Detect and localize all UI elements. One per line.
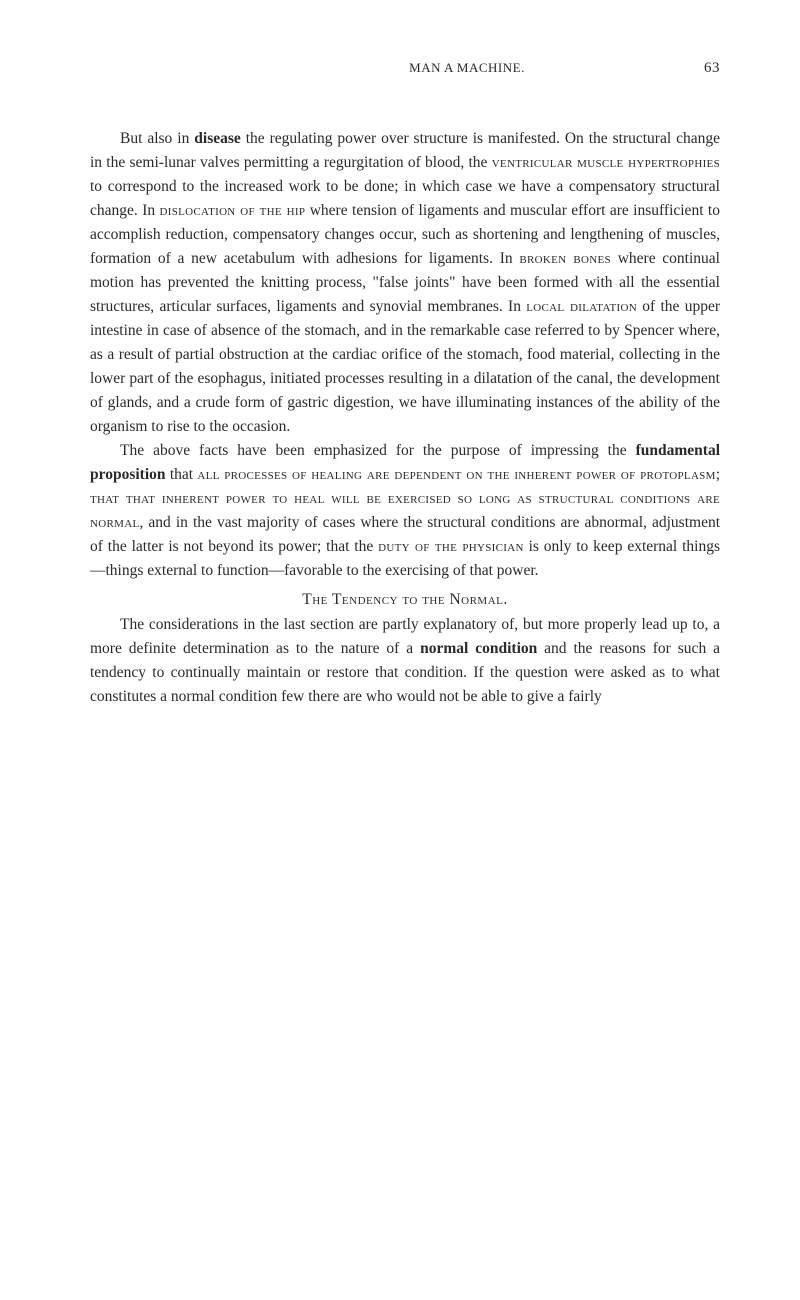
smallcaps-text: broken bones — [519, 250, 611, 267]
page-number: 63 — [704, 60, 720, 77]
smallcaps-text: ventricular muscle hypertrophies — [492, 154, 720, 171]
header-title: MAN A MACHINE. — [90, 60, 704, 77]
text-span: The above facts have been emphasized for… — [120, 442, 636, 459]
smallcaps-text: all processes of healing are dependent o… — [197, 466, 715, 483]
bold-text: normal condition — [420, 640, 537, 657]
paragraph-2: The above facts have been emphasized for… — [90, 439, 720, 583]
text-span: But also in — [120, 130, 194, 147]
paragraph-1: But also in disease the regulating power… — [90, 127, 720, 439]
text-span: ; — [716, 466, 720, 483]
text-span: of the upper intestine in case of absenc… — [90, 298, 720, 435]
smallcaps-text: dislocation of the hip — [160, 202, 306, 219]
smallcaps-text: local dilatation — [526, 298, 637, 315]
smallcaps-text: duty of the physician — [378, 538, 524, 555]
page-header: MAN A MACHINE. 63 — [90, 60, 720, 77]
paragraph-3: The considerations in the last section a… — [90, 613, 720, 709]
text-span: that — [166, 466, 198, 483]
bold-text: disease — [194, 130, 241, 147]
section-heading: The Tendency to the Normal. — [90, 591, 720, 609]
